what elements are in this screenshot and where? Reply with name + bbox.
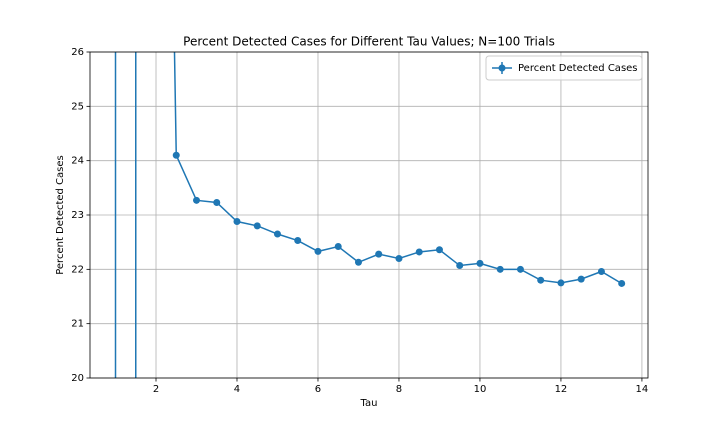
x-tick-label: 8 [396, 384, 402, 395]
marker [273, 230, 281, 238]
y-tick-label: 26 [71, 47, 84, 58]
marker [516, 265, 524, 273]
x-tick-label: 12 [555, 384, 568, 395]
legend-marker [498, 64, 506, 72]
marker [375, 250, 383, 258]
grid [90, 51, 648, 379]
y-tick-label: 20 [71, 373, 84, 384]
y-axis-label: Percent Detected Cases [55, 155, 66, 275]
plot-area [114, 52, 626, 378]
y-tick-label: 25 [71, 101, 84, 112]
marker [577, 275, 585, 283]
marker [233, 218, 241, 226]
marker [415, 248, 423, 256]
marker [172, 151, 180, 159]
marker [537, 276, 545, 284]
x-tick-label: 2 [153, 384, 159, 395]
marker [213, 199, 221, 207]
marker [435, 246, 443, 254]
y-tick-label: 21 [71, 319, 84, 330]
x-tick-label: 6 [315, 384, 321, 395]
y-tick-label: 22 [71, 264, 84, 275]
marker [314, 247, 322, 255]
y-tick-label: 24 [71, 156, 84, 167]
x-tick-label: 14 [636, 384, 649, 395]
marker [334, 243, 342, 251]
marker [294, 237, 302, 245]
marker [354, 258, 362, 266]
legend-label: Percent Detected Cases [518, 63, 638, 74]
marker [496, 265, 504, 273]
x-tick-label: 4 [234, 384, 240, 395]
legend: Percent Detected Cases [485, 55, 643, 81]
marker [618, 279, 626, 287]
y-tick-label: 23 [71, 210, 84, 221]
marker [557, 279, 565, 287]
x-axis-label: Tau [360, 398, 378, 409]
x-tick-label: 10 [474, 384, 487, 395]
legend-box [485, 55, 643, 81]
marker [253, 222, 261, 230]
marker [192, 196, 200, 204]
chart-title: Percent Detected Cases for Different Tau… [183, 35, 555, 49]
marker [456, 262, 464, 270]
marker [395, 254, 403, 262]
marker [476, 259, 484, 267]
marker [597, 268, 605, 276]
